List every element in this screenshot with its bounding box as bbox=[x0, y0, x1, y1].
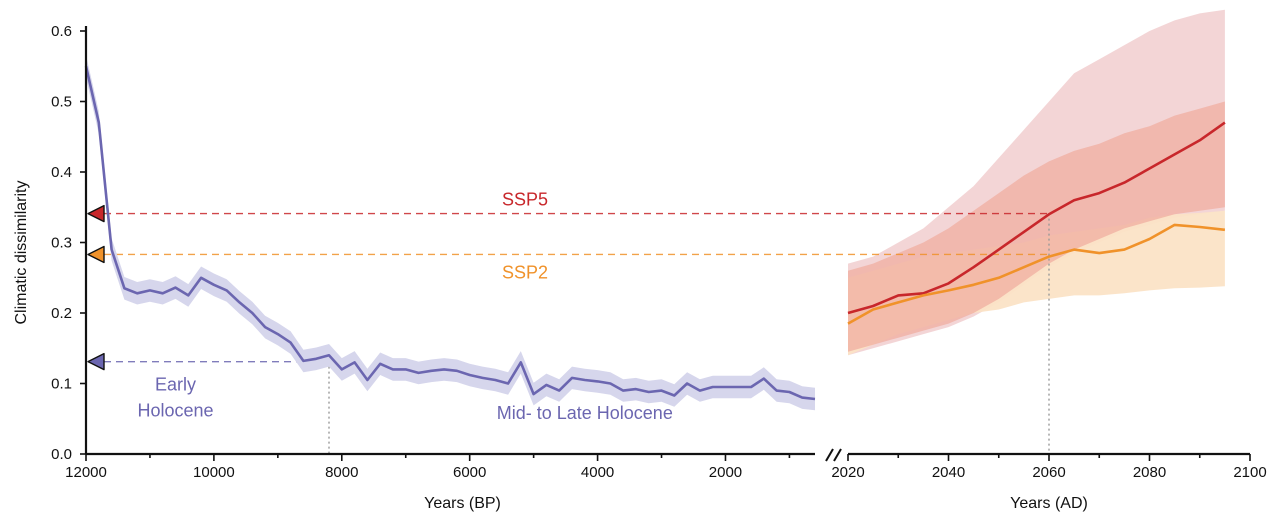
axis-break-mark bbox=[825, 448, 834, 462]
x-tick-label: 2000 bbox=[709, 464, 742, 481]
x-tick-label: 8000 bbox=[325, 464, 358, 481]
holocene-annotation: Holocene bbox=[137, 401, 213, 421]
holocene-annotation: Mid- to Late Holocene bbox=[497, 403, 673, 423]
y-tick-label: 0.1 bbox=[51, 376, 72, 393]
x-axis-title-holocene: Years (BP) bbox=[424, 495, 501, 512]
x-tick-label: 2080 bbox=[1133, 464, 1166, 481]
x-tick-label: 2060 bbox=[1032, 464, 1065, 481]
ssp2-label: SSP2 bbox=[502, 262, 548, 282]
holocene-series-line bbox=[84, 65, 816, 401]
x-axis-title-future: Years (AD) bbox=[1010, 495, 1088, 512]
x-tick-label: 4000 bbox=[581, 464, 614, 481]
ssp5-series-line bbox=[847, 121, 1226, 315]
threshold-marker-icon bbox=[87, 352, 105, 371]
x-tick-label: 12000 bbox=[65, 464, 107, 481]
ssp5-label: SSP5 bbox=[502, 190, 548, 210]
y-tick-label: 0.2 bbox=[51, 305, 72, 322]
threshold-marker-icon bbox=[87, 245, 105, 264]
y-axis-title: Climatic dissimilarity bbox=[13, 180, 30, 324]
holocene-range-band bbox=[86, 55, 815, 411]
ssp2-series-line bbox=[847, 223, 1226, 325]
y-tick-label: 0.5 bbox=[51, 94, 72, 111]
y-tick-label: 0.0 bbox=[51, 446, 72, 463]
y-tick-label: 0.6 bbox=[51, 23, 72, 40]
y-tick-label: 0.4 bbox=[51, 164, 72, 181]
axis-break-mark bbox=[833, 448, 842, 462]
x-tick-label: 2040 bbox=[932, 464, 965, 481]
x-tick-label: 2100 bbox=[1233, 464, 1266, 481]
threshold-marker-icon bbox=[87, 204, 105, 223]
x-tick-label: 2020 bbox=[831, 464, 864, 481]
x-tick-label: 6000 bbox=[453, 464, 486, 481]
ssp5-inner-range-band bbox=[848, 101, 1225, 352]
x-tick-label: 10000 bbox=[193, 464, 235, 481]
y-tick-label: 0.3 bbox=[51, 235, 72, 252]
holocene-annotation: Early bbox=[155, 375, 196, 395]
